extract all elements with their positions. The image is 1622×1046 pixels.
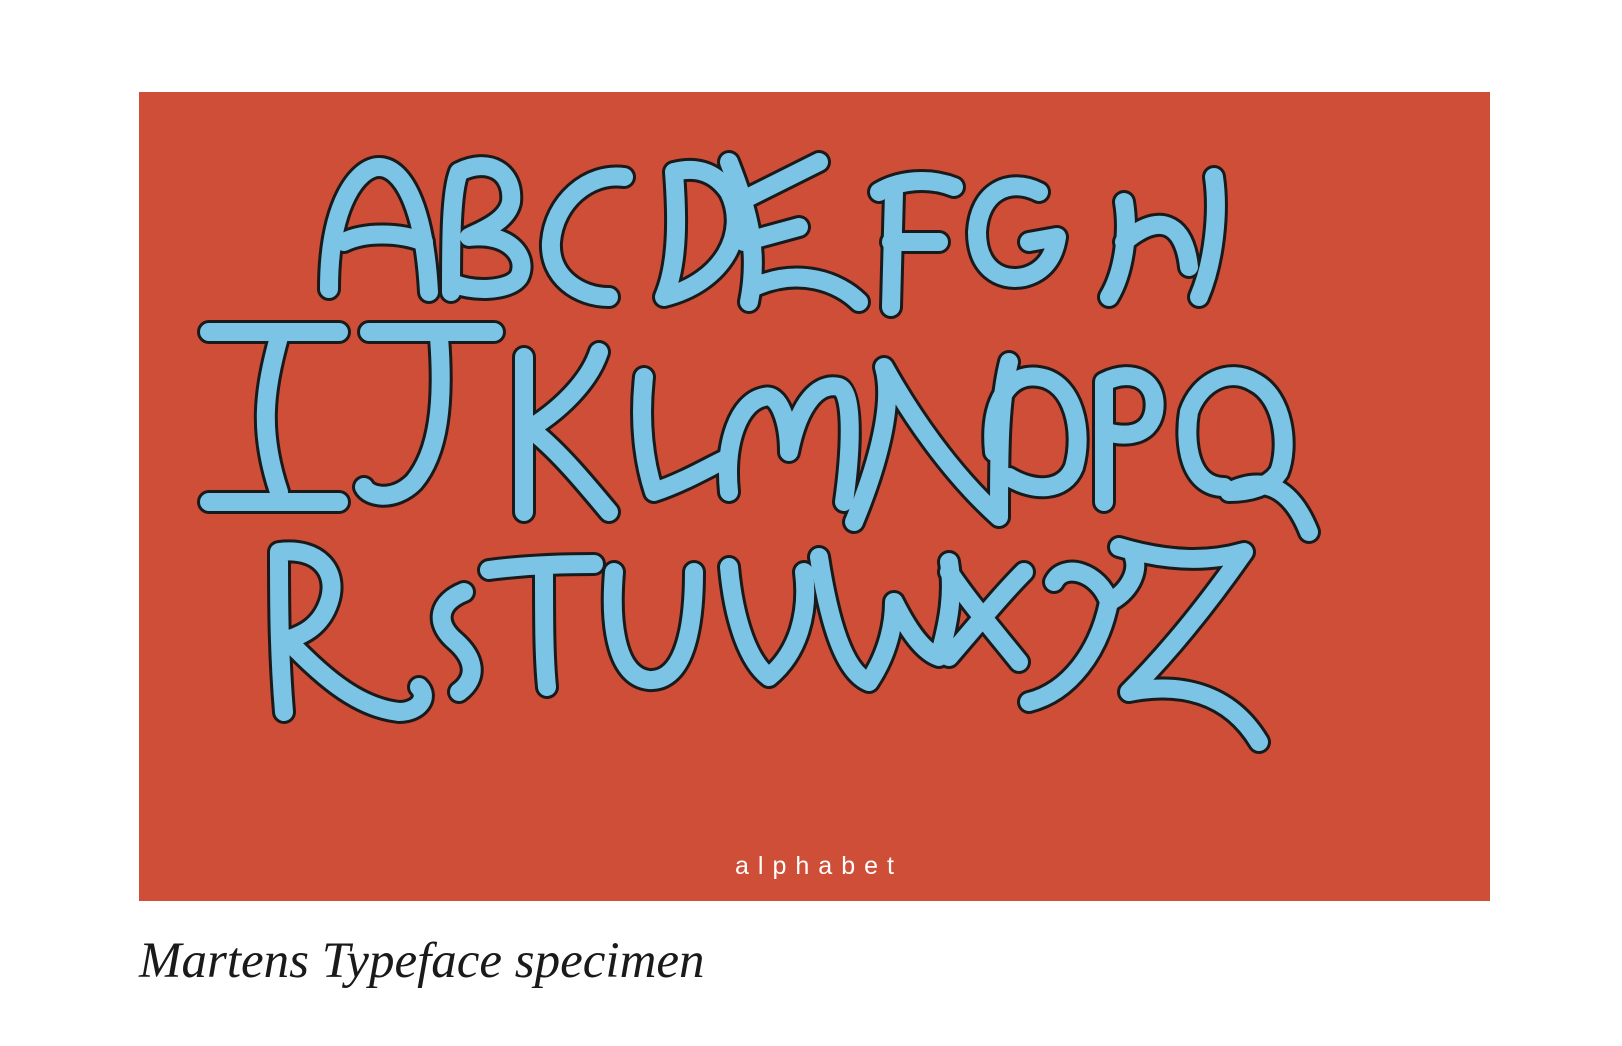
panel-caption: alphabet (735, 852, 903, 880)
alphabet-artwork (139, 92, 1490, 901)
page-title: Martens Typeface specimen (139, 933, 705, 989)
alphabet-specimen-panel: alphabet (139, 92, 1490, 901)
alphabet-letters (197, 150, 1321, 754)
